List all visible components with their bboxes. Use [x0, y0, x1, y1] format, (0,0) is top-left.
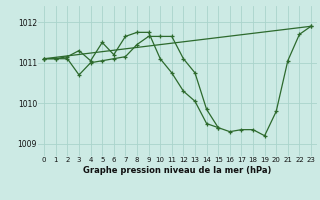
X-axis label: Graphe pression niveau de la mer (hPa): Graphe pression niveau de la mer (hPa) [84, 166, 272, 175]
